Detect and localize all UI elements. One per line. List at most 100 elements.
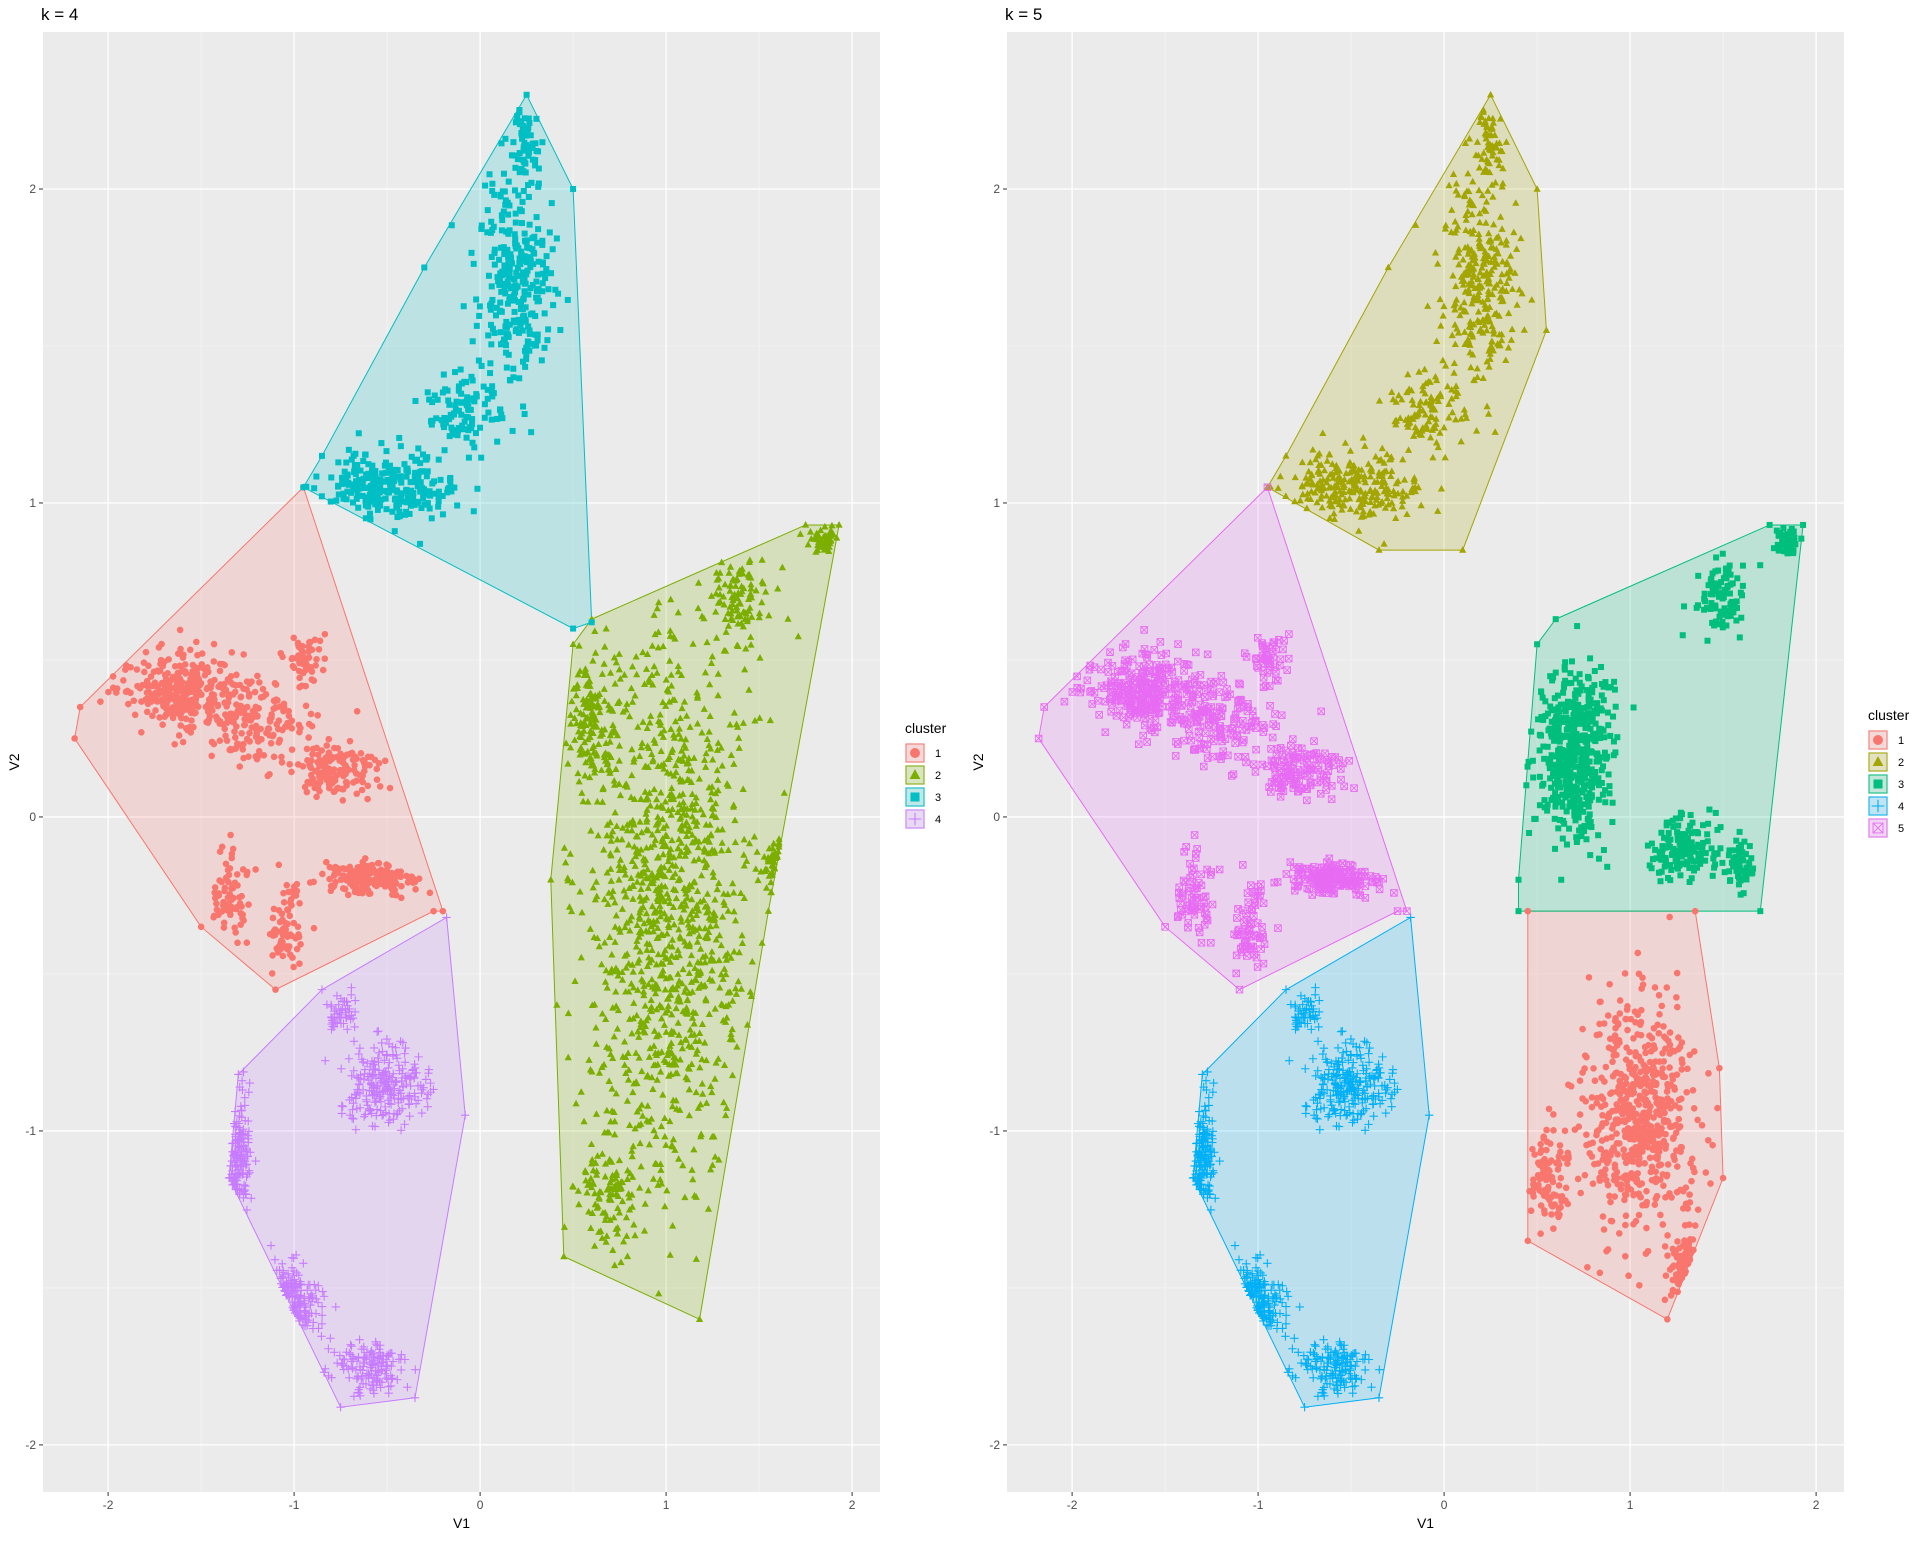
data-point [662, 831, 670, 838]
data-point [401, 1043, 410, 1053]
data-point [723, 1013, 731, 1021]
data-point [717, 744, 725, 751]
data-point [751, 716, 759, 724]
data-point [1642, 1201, 1650, 1209]
data-point [435, 503, 442, 510]
data-point [677, 839, 685, 846]
data-point [397, 473, 404, 480]
data-point [666, 1042, 674, 1049]
data-point [721, 615, 729, 622]
data-point [587, 1174, 595, 1182]
data-point [478, 225, 485, 232]
data-point [339, 885, 347, 892]
data-point [322, 754, 329, 761]
data-point [649, 927, 657, 935]
data-point [527, 257, 534, 264]
data-point [602, 1015, 610, 1023]
data-point [660, 1056, 668, 1064]
data-point [592, 1023, 600, 1031]
data-point [237, 693, 245, 701]
data-point [1632, 1063, 1639, 1071]
data-point [1537, 1230, 1544, 1238]
data-point [586, 690, 594, 698]
data-point [603, 1185, 611, 1193]
data-point [651, 908, 659, 916]
data-point [505, 253, 512, 260]
data-point [546, 229, 553, 236]
data-point [689, 1175, 697, 1183]
data-point [654, 950, 662, 958]
data-point [467, 406, 474, 413]
data-point [327, 498, 334, 505]
data-point [676, 756, 685, 764]
data-point [658, 893, 666, 901]
data-point [1620, 1146, 1628, 1154]
data-point [623, 919, 631, 926]
data-point [683, 811, 691, 818]
data-point [484, 207, 491, 214]
data-point [674, 808, 682, 816]
data-point [622, 964, 630, 971]
data-point [316, 787, 323, 795]
data-point [400, 1049, 409, 1058]
data-point [510, 365, 517, 372]
data-point [389, 1080, 398, 1090]
data-point [340, 490, 347, 497]
data-point [439, 389, 446, 396]
data-point [218, 878, 225, 886]
data-point [400, 1120, 409, 1129]
data-point [668, 748, 676, 755]
data-point [1540, 1192, 1548, 1199]
data-point [567, 711, 575, 718]
data-point [626, 926, 634, 934]
data-point [647, 996, 655, 1003]
data-point [632, 942, 640, 950]
data-point [611, 1261, 619, 1269]
data-point [524, 338, 531, 345]
legend-key-symbol [910, 792, 920, 802]
data-point [543, 253, 550, 260]
data-point [495, 278, 502, 285]
data-point [341, 480, 348, 487]
data-point [1655, 991, 1663, 999]
data-point [746, 988, 754, 995]
data-point [1556, 1193, 1564, 1200]
data-point [357, 467, 364, 474]
data-point [730, 576, 739, 584]
data-point [657, 1122, 665, 1130]
data-point [646, 801, 654, 809]
data-point [470, 395, 477, 402]
data-point [457, 366, 464, 373]
data-point [469, 439, 476, 446]
data-point [752, 865, 760, 872]
data-point [535, 183, 542, 190]
data-point [175, 678, 183, 685]
data-point [221, 725, 229, 733]
y-tick-label: 0 [993, 810, 1000, 824]
data-point [175, 732, 183, 739]
data-point [384, 881, 392, 889]
data-point [675, 951, 684, 959]
data-point [669, 1222, 677, 1229]
data-point [1655, 1029, 1663, 1037]
data-point [679, 1161, 687, 1169]
data-point [511, 276, 518, 283]
data-point [485, 272, 492, 279]
data-point [530, 261, 537, 268]
data-point [728, 1025, 736, 1033]
data-point [727, 1030, 735, 1038]
data-point [1602, 1063, 1610, 1071]
data-point [1664, 1083, 1672, 1091]
data-point [720, 600, 728, 608]
data-point [587, 1224, 595, 1231]
data-point [767, 855, 776, 863]
data-point [619, 1053, 627, 1060]
data-point [730, 907, 738, 915]
data-point [442, 419, 449, 426]
data-point [661, 1202, 669, 1210]
data-point [564, 759, 572, 767]
data-point [511, 308, 518, 315]
data-point [1601, 1078, 1608, 1085]
data-point [638, 739, 646, 746]
data-point [674, 662, 682, 670]
